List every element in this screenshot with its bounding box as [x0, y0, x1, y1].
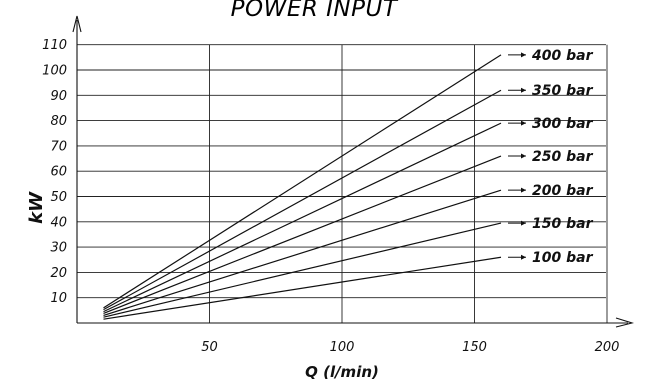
label-arrow-icon [521, 220, 526, 226]
y-tick-label: 110 [42, 38, 67, 53]
series-labels: 400 bar 350 bar 300 bar 250 bar 200 bar 150 b… [508, 48, 594, 266]
y-tick-label: 100 [42, 64, 67, 79]
y-axis-label: kW [26, 191, 47, 224]
series-line-150-bar [103, 222, 502, 318]
grid [77, 44, 608, 323]
x-tick-label: 150 [462, 340, 487, 355]
series-label-100-bar: 100 bar [532, 250, 594, 266]
y-tick-label: 10 [50, 291, 67, 306]
series-label-400-bar: 400 bar [531, 48, 594, 64]
axes [72, 15, 635, 328]
series-lines [103, 54, 502, 320]
series-label-250-bar: 250 bar [532, 149, 594, 165]
series-label-350-bar: 350 bar [532, 83, 594, 99]
series-label-300-bar: 300 bar [532, 116, 594, 132]
series-line-350-bar [103, 89, 502, 311]
chart-title: POWER INPUT [231, 0, 399, 22]
series-line-100-bar [103, 256, 502, 320]
label-arrow-icon [521, 254, 526, 260]
label-arrow-icon [521, 120, 526, 126]
y-tick-label: 60 [50, 165, 67, 180]
series-line-300-bar [103, 122, 502, 313]
y-tick-label: 20 [50, 266, 67, 281]
y-tick-label: 50 [50, 190, 67, 205]
y-tick-label: 70 [50, 139, 67, 154]
y-tick-label: 80 [50, 114, 67, 129]
label-arrow-icon [521, 187, 526, 193]
label-arrow-icon [521, 52, 526, 58]
label-arrow-icon [521, 153, 526, 159]
series-line-250-bar [103, 155, 502, 314]
series-line-200-bar [103, 189, 502, 316]
tick-labels: 10 20 30 40 50 60 70 80 90 100 110 50 100 150 200 [42, 38, 619, 355]
label-arrow-icon [521, 87, 526, 93]
y-tick-label: 30 [50, 241, 67, 256]
x-axis-arrow-icon [615, 317, 635, 328]
y-axis-arrow-icon [72, 15, 82, 33]
series-label-150-bar: 150 bar [532, 216, 594, 232]
series-line-400-bar [103, 54, 502, 309]
y-tick-label: 40 [50, 215, 67, 230]
series-label-200-bar: 200 bar [532, 183, 594, 199]
x-tick-label: 50 [201, 340, 218, 355]
x-axis-label: Q (l/min) [305, 363, 379, 381]
x-tick-label: 200 [595, 340, 620, 355]
y-tick-label: 90 [50, 89, 67, 104]
x-tick-label: 100 [330, 340, 355, 355]
